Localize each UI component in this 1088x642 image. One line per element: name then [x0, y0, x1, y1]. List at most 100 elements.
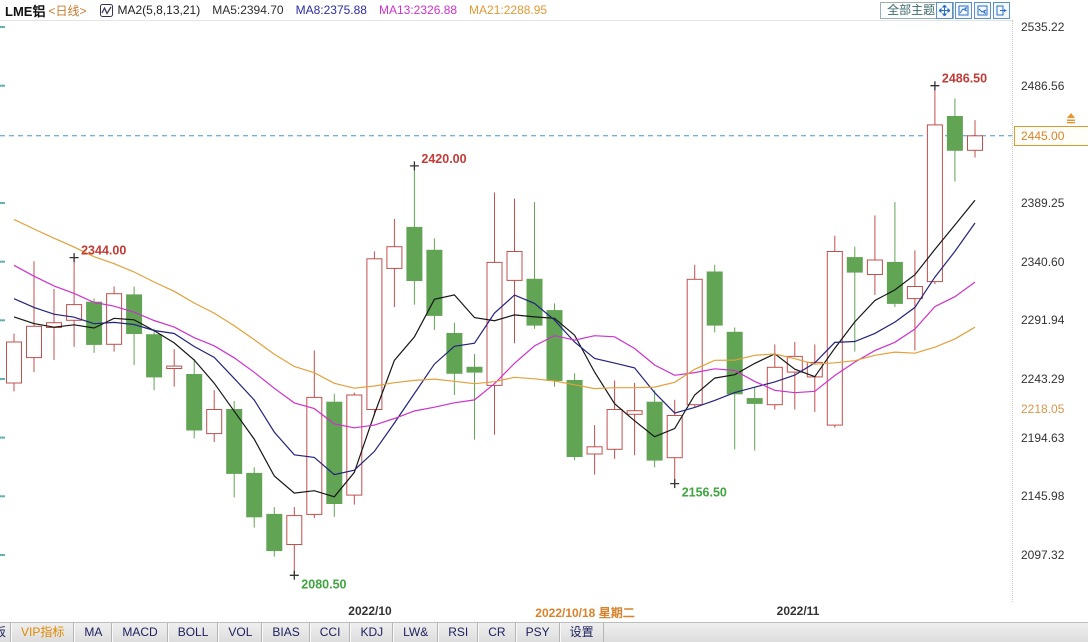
- candle[interactable]: [286, 507, 303, 576]
- candle[interactable]: [746, 386, 763, 451]
- tab-ma[interactable]: MA: [74, 623, 113, 642]
- indicator-label: MA2(5,8,13,21): [117, 3, 201, 17]
- candle[interactable]: [886, 202, 903, 307]
- price-up-arrow-icon: [1065, 112, 1077, 127]
- price-axis-label: 2389.25: [1021, 196, 1065, 210]
- price-axis[interactable]: 2535.22 2486.56 2389.25 2340.60 2291.94 2243.…: [1012, 20, 1088, 602]
- candle[interactable]: [646, 390, 663, 468]
- candle[interactable]: [626, 382, 643, 456]
- ma21-line: [13, 218, 976, 390]
- ma5-line: [13, 199, 976, 498]
- candle[interactable]: [66, 257, 83, 347]
- candle[interactable]: [826, 235, 843, 428]
- candle[interactable]: [426, 238, 443, 330]
- candle[interactable]: [246, 467, 263, 528]
- ma8-line: [13, 222, 976, 476]
- tab-psy[interactable]: PSY: [515, 623, 560, 642]
- tab-rsi[interactable]: RSI: [438, 623, 479, 642]
- candle[interactable]: [326, 393, 343, 517]
- candle[interactable]: [686, 264, 703, 408]
- candle[interactable]: [26, 261, 42, 373]
- tab-vol[interactable]: VOL: [218, 623, 263, 642]
- ma21-value: MA21:2288.95: [469, 3, 548, 17]
- zoom-chart-icon[interactable]: [974, 2, 991, 19]
- price-annotation: 2420.00: [421, 152, 466, 166]
- ma13-value: MA13:2326.88: [378, 3, 458, 17]
- theme-dropdown-button[interactable]: 全部主题▼: [880, 2, 954, 19]
- ma13-line: [13, 264, 976, 429]
- price-axis-label: 2486.56: [1021, 79, 1065, 93]
- candle[interactable]: [406, 165, 423, 305]
- ma8-value: MA8:2375.88: [295, 3, 367, 17]
- indicator-tab-bar: 板VIP指标MAMACDBOLLVOLBIASCCIKDJLW&RSICRPSY…: [0, 622, 1088, 642]
- instrument-name: LME铝: [5, 3, 46, 19]
- tab-kdj[interactable]: KDJ: [350, 623, 394, 642]
- tab-lw[interactable]: LW&: [393, 623, 439, 642]
- date-axis-label: 2022/10: [348, 604, 392, 618]
- candle[interactable]: [466, 354, 483, 440]
- candle[interactable]: [206, 390, 223, 442]
- candle[interactable]: [446, 322, 463, 395]
- candle[interactable]: [566, 373, 583, 461]
- chart-toolbar: [936, 2, 1010, 19]
- move-chart-icon[interactable]: [936, 2, 953, 19]
- tab-settings[interactable]: 设置: [559, 623, 604, 642]
- candle[interactable]: [106, 286, 123, 352]
- candle[interactable]: [586, 425, 603, 475]
- swing-marker-icon: [930, 81, 940, 91]
- date-axis: 2022/10 2022/10/18 星期二 2022/11: [0, 602, 1012, 622]
- candle[interactable]: [926, 85, 943, 285]
- candle[interactable]: [46, 288, 62, 360]
- candle[interactable]: [726, 327, 743, 450]
- price-annotation: 2080.50: [301, 577, 346, 591]
- swing-marker-icon: [409, 161, 419, 171]
- swing-marker-icon: [69, 253, 79, 263]
- swing-marker-icon: [670, 479, 680, 489]
- candle[interactable]: [706, 264, 723, 333]
- tab-boll[interactable]: BOLL: [167, 623, 219, 642]
- candle[interactable]: [366, 251, 383, 416]
- candle[interactable]: [906, 250, 923, 351]
- candle[interactable]: [506, 198, 523, 344]
- candle[interactable]: [967, 120, 983, 158]
- swing-marker-icon: [289, 570, 299, 580]
- date-axis-label: 2022/11: [776, 604, 820, 618]
- date-axis-label-selected: 2022/10/18 星期二: [535, 606, 635, 620]
- candle[interactable]: [866, 215, 883, 295]
- pan-forward-icon[interactable]: [993, 2, 1010, 19]
- candle[interactable]: [606, 380, 623, 459]
- candle[interactable]: [6, 333, 22, 392]
- period-label[interactable]: <日线>: [48, 3, 87, 18]
- price-annotation: 2156.50: [682, 486, 727, 500]
- candle[interactable]: [166, 349, 183, 387]
- candle[interactable]: [186, 358, 203, 439]
- price-annotation: 2486.50: [942, 72, 987, 86]
- candle[interactable]: [146, 328, 163, 391]
- tab-clipped[interactable]: 板: [0, 623, 12, 642]
- tab-vip[interactable]: VIP指标: [11, 623, 75, 642]
- candle[interactable]: [846, 246, 863, 352]
- candle[interactable]: [666, 399, 683, 484]
- candle[interactable]: [786, 342, 803, 410]
- tab-bias[interactable]: BIAS: [262, 623, 310, 642]
- candlestick-chart-icon: [100, 3, 114, 17]
- price-axis-label: 2194.63: [1021, 431, 1065, 445]
- candlestick-chart[interactable]: 2344.00 2420.00 2486.50 2080.50 2156.50: [0, 20, 1012, 602]
- tab-cr[interactable]: CR: [478, 623, 516, 642]
- price-axis-label: 2097.32: [1021, 548, 1065, 562]
- candle[interactable]: [806, 344, 823, 412]
- tab-macd[interactable]: MACD: [112, 623, 168, 642]
- candle[interactable]: [766, 344, 783, 410]
- current-price-box: 2445.00: [1014, 126, 1088, 146]
- fit-chart-icon[interactable]: [955, 2, 972, 19]
- price-axis-label: 2291.94: [1021, 313, 1065, 327]
- candle[interactable]: [266, 507, 283, 557]
- candle[interactable]: [346, 392, 363, 505]
- candle[interactable]: [946, 98, 963, 182]
- price-axis-label: 2535.22: [1021, 20, 1065, 34]
- candle[interactable]: [526, 202, 543, 329]
- candle[interactable]: [386, 219, 403, 307]
- tab-cci[interactable]: CCI: [309, 623, 351, 642]
- candle[interactable]: [226, 401, 243, 498]
- ma5-value: MA5:2394.70: [212, 3, 284, 17]
